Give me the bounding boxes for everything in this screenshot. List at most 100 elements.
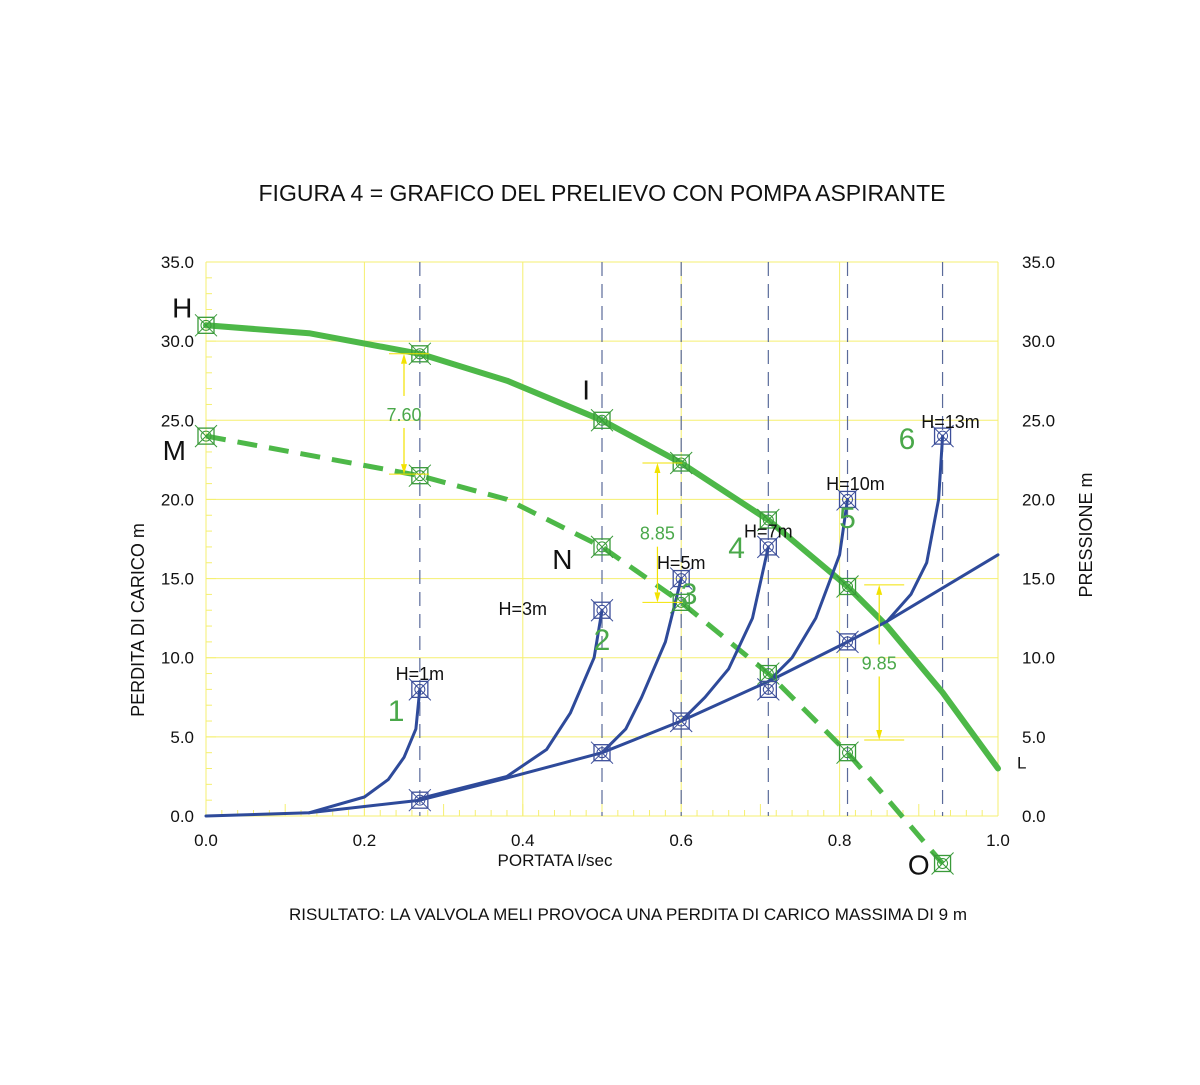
valve-marker-ring — [842, 493, 854, 505]
valve-marker-ring — [414, 683, 426, 695]
valve-number: 5 — [839, 502, 856, 535]
x-tick-label: 0.4 — [511, 831, 535, 850]
dimension-label: 7.60 — [386, 405, 421, 425]
valve-height-label: H=7m — [744, 521, 793, 541]
result-footer: RISULTATO: LA VALVOLA MELI PROVOCA UNA P… — [289, 905, 967, 924]
dimension-arrow — [876, 730, 883, 741]
y-axis-label: PERDITA DI CARICO m — [128, 523, 148, 717]
y-right-tick-label: 10.0 — [1022, 649, 1055, 668]
pump-marker-ring — [596, 541, 608, 553]
y-tick-label: 20.0 — [161, 490, 194, 509]
valve-marker-cross — [836, 630, 859, 654]
point-letter-H: H — [172, 292, 192, 323]
pump-marker — [838, 577, 857, 596]
valve-number: 2 — [594, 624, 611, 657]
valve-marker — [593, 601, 611, 619]
y-tick-label: 30.0 — [161, 332, 194, 351]
pump-marker-cross — [590, 408, 614, 432]
y-axis-right-label: PRESSIONE m — [1076, 472, 1096, 597]
system-curve — [204, 553, 1000, 818]
valve-marker-cross — [756, 535, 780, 559]
x-axis-label: PORTATA l/sec — [498, 851, 613, 870]
x-tick-label: 0.0 — [194, 831, 218, 850]
dimension-label: 9.85 — [862, 653, 897, 673]
pump-marker — [411, 467, 429, 485]
point-letter-M: M — [163, 435, 186, 466]
valve-number: 4 — [728, 532, 745, 565]
y-right-tick-label: 35.0 — [1022, 253, 1055, 272]
valve-marker-cross — [669, 567, 693, 590]
pump-marker — [593, 411, 611, 429]
valve-1-curve — [307, 687, 422, 815]
pump-marker-cross — [194, 313, 218, 337]
y-right-tick-label: 0.0 — [1022, 807, 1046, 826]
point-letter-I: I — [582, 375, 590, 406]
point-letter-N: N — [552, 544, 572, 575]
y-tick-label: 25.0 — [161, 411, 194, 430]
pump-marker — [933, 854, 952, 873]
valve-marker-ring — [675, 573, 687, 585]
pump-marker — [197, 316, 215, 334]
y-right-tick-label: 30.0 — [1022, 332, 1055, 351]
y-tick-label: 15.0 — [161, 570, 194, 589]
x-tick-label: 0.6 — [669, 831, 693, 850]
dimension-arrow — [401, 353, 407, 364]
y-right-tick-label: 5.0 — [1022, 728, 1046, 747]
valve-marker — [759, 680, 777, 699]
pump-marker-cross — [931, 852, 954, 875]
valve-marker-ring — [414, 794, 426, 806]
valve-marker-cross — [408, 788, 432, 812]
valve-marker-ring — [596, 747, 608, 759]
y-right-tick-label: 25.0 — [1022, 411, 1055, 430]
valve-marker — [672, 712, 690, 730]
valve-marker — [411, 680, 429, 699]
x-tick-label: 0.2 — [353, 831, 377, 850]
valve-6-curve — [885, 434, 945, 623]
valve-marker-ring — [762, 541, 774, 553]
valve-marker — [672, 569, 690, 588]
dimension-arrow — [876, 584, 883, 595]
y-tick-label: 5.0 — [170, 728, 194, 747]
pump-minus-loss-curve — [205, 433, 945, 866]
pump-marker-ring — [200, 319, 212, 331]
valve-height-label: H=3m — [499, 599, 548, 619]
pump-marker-ring — [842, 747, 854, 759]
valve-4-curve — [679, 545, 770, 723]
valve-marker-cross — [931, 424, 954, 448]
valve-marker-cross — [590, 741, 614, 765]
valve-marker-ring — [675, 715, 687, 727]
valve-marker — [759, 538, 777, 556]
valve-height-label: H=13m — [921, 412, 980, 432]
pump-marker-cross — [194, 424, 218, 448]
valve-2-curve — [418, 608, 604, 801]
valve-marker-ring — [596, 604, 608, 616]
valve-marker — [593, 744, 611, 762]
valve-marker — [933, 427, 952, 445]
pump-marker-ring — [842, 580, 854, 592]
valve-number: 3 — [681, 578, 698, 611]
y-tick-label: 10.0 — [161, 649, 194, 668]
x-tick-label: 0.8 — [828, 831, 852, 850]
valve-height-label: H=1m — [396, 664, 445, 684]
valve-marker-cross — [756, 678, 780, 701]
pump-marker-ring — [414, 470, 426, 482]
x-tick-label: 1.0 — [986, 831, 1010, 850]
dimension-arrow — [654, 463, 661, 474]
y-right-tick-label: 20.0 — [1022, 490, 1055, 509]
valve-marker — [838, 633, 857, 651]
valve-height-label: H=5m — [657, 553, 706, 573]
valve-marker-cross — [590, 598, 614, 622]
pump-marker — [593, 538, 611, 556]
chart-title: FIGURA 4 = GRAFICO DEL PRELIEVO CON POMP… — [259, 180, 946, 206]
pump-marker-cross — [836, 575, 859, 598]
valve-5-curve — [766, 497, 849, 683]
pump-marker — [759, 511, 777, 529]
pump-marker — [197, 427, 215, 445]
dimension-label: 8.85 — [640, 524, 675, 544]
valve-marker — [411, 791, 429, 809]
pump-marker-cross — [408, 464, 432, 488]
valve-3-curve — [600, 577, 683, 755]
pump-marker-ring — [762, 668, 774, 680]
